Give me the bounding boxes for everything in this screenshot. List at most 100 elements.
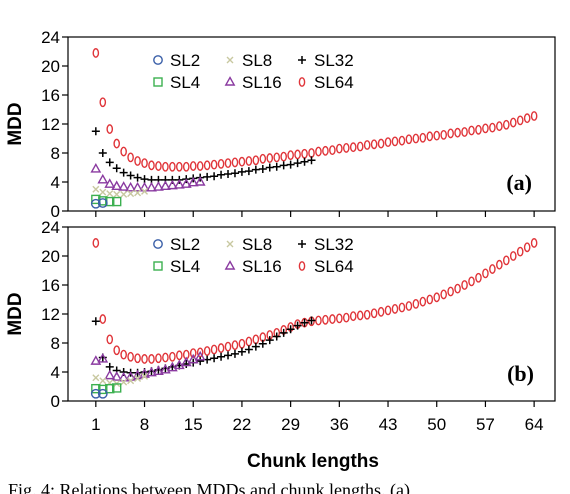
- data-point: [126, 171, 135, 180]
- data-point: [426, 294, 434, 305]
- data-point: [118, 181, 130, 191]
- data-point: [210, 344, 218, 355]
- data-point: [91, 317, 100, 326]
- legend-item-sl64: SL64: [298, 73, 354, 92]
- data-point: [224, 341, 232, 352]
- data-point: [217, 352, 226, 361]
- data-point: [468, 276, 475, 287]
- series-sl2: [90, 198, 108, 209]
- data-point: [273, 152, 281, 163]
- panel-tag-b: (b): [507, 361, 534, 386]
- series-sl64: [92, 238, 538, 364]
- legend-label: SL16: [242, 257, 282, 276]
- data-point: [516, 115, 524, 126]
- data-point: [502, 255, 510, 266]
- data-point: [489, 264, 496, 274]
- data-point: [412, 133, 420, 144]
- data-point: [141, 158, 148, 169]
- data-point: [447, 286, 454, 297]
- data-point: [118, 371, 130, 382]
- data-point: [105, 362, 114, 371]
- data-point: [99, 188, 107, 196]
- legend-marker: [298, 240, 306, 248]
- legend-item-sl2: SL2: [153, 51, 200, 70]
- data-point: [426, 131, 434, 142]
- data-point: [166, 179, 178, 190]
- legend-item-sl16: SL16: [224, 257, 282, 276]
- y-tick-label: 4: [51, 363, 60, 382]
- data-point: [113, 190, 121, 198]
- data-point: [127, 351, 134, 362]
- data-point: [148, 354, 155, 364]
- x-tick-label: 50: [427, 415, 446, 434]
- y-tick-label: 16: [41, 276, 60, 295]
- data-point: [307, 316, 316, 325]
- data-point: [196, 347, 204, 358]
- data-point: [224, 170, 233, 179]
- data-point: [530, 111, 538, 121]
- data-point: [433, 130, 441, 141]
- data-point: [461, 127, 468, 137]
- data-point: [384, 305, 392, 316]
- legend-item-sl32: SL32: [298, 235, 354, 254]
- legend-marker: [298, 261, 306, 271]
- data-point: [92, 48, 100, 58]
- data-point: [106, 334, 114, 345]
- data-point: [342, 312, 350, 323]
- data-point: [176, 161, 183, 172]
- data-point: [180, 178, 192, 188]
- legend-label: SL2: [170, 235, 200, 254]
- legend-label: SL16: [242, 73, 282, 92]
- data-point: [97, 388, 108, 399]
- data-point: [196, 161, 204, 171]
- data-point: [475, 124, 482, 135]
- data-point: [90, 355, 102, 365]
- data-point: [502, 119, 510, 130]
- data-point: [189, 348, 197, 359]
- data-point: [509, 117, 517, 128]
- data-point: [252, 155, 260, 166]
- data-point: [356, 310, 364, 321]
- data-point: [91, 127, 100, 136]
- data-point: [523, 113, 531, 124]
- legend-marker: [153, 55, 163, 65]
- legend-item-sl16: SL16: [224, 73, 282, 92]
- data-point: [153, 181, 164, 191]
- data-point: [217, 170, 226, 179]
- x-tick-label: 36: [330, 415, 349, 434]
- data-point: [134, 189, 142, 197]
- data-point: [105, 158, 114, 167]
- data-point: [217, 343, 225, 353]
- figure-caption: Fig. 4: Relations between MDDs and chunk…: [8, 480, 410, 494]
- legend-marker: [153, 261, 163, 271]
- data-point: [279, 328, 288, 337]
- data-point: [90, 163, 102, 173]
- series-sl4: [91, 383, 122, 395]
- data-point: [482, 123, 489, 134]
- data-point: [237, 347, 246, 356]
- legend-item-sl8: SL8: [226, 51, 272, 70]
- data-point: [125, 181, 137, 192]
- data-point: [300, 157, 309, 166]
- data-point: [356, 141, 364, 152]
- data-point: [141, 187, 149, 195]
- data-point: [97, 198, 108, 208]
- x-axis-label: Chunk lengths: [247, 451, 379, 472]
- data-point: [482, 268, 489, 279]
- data-point: [194, 176, 206, 186]
- y-tick-label: 12: [41, 305, 60, 324]
- data-point: [153, 365, 164, 375]
- data-point: [140, 175, 149, 184]
- data-point: [210, 159, 218, 170]
- y-tick-label: 12: [41, 115, 60, 134]
- data-point: [307, 156, 316, 165]
- data-point: [258, 164, 267, 173]
- data-point: [259, 153, 267, 164]
- legend-a: SL2 SL4 SL8 SL16 SL32 SL64: [153, 51, 354, 92]
- legend-item-sl2: SL2: [153, 235, 200, 254]
- data-point: [105, 383, 115, 394]
- data-point: [244, 345, 253, 354]
- data-point: [294, 149, 301, 160]
- legend-item-sl32: SL32: [298, 51, 354, 70]
